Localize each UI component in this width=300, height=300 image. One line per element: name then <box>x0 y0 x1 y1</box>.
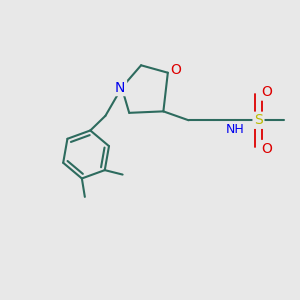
Text: O: O <box>171 63 182 77</box>
Text: O: O <box>261 85 272 99</box>
Text: N: N <box>115 81 125 94</box>
Text: O: O <box>261 142 272 155</box>
Text: S: S <box>254 113 263 127</box>
Text: NH: NH <box>225 123 244 136</box>
